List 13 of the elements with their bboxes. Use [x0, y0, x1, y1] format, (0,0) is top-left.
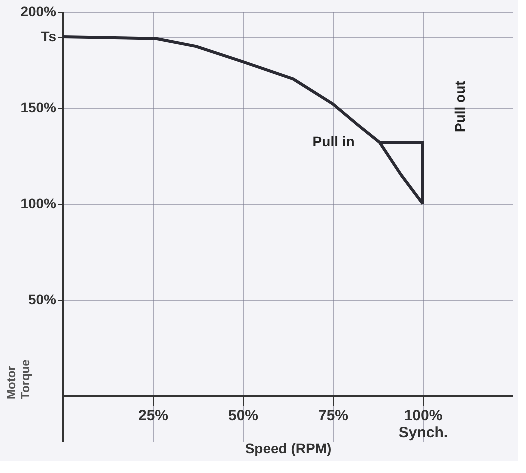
x-tick-label: 25% — [138, 407, 169, 424]
y-tick-label: 150% — [20, 99, 58, 116]
y-tick-label: Ts — [41, 28, 57, 44]
x-axis-title: Speed (RPM) — [245, 440, 332, 456]
y-tick-label: 200% — [20, 4, 58, 20]
y-tick-label: 100% — [20, 195, 58, 212]
y-axis-title: Motor Torque — [4, 359, 32, 400]
x-tick-label: 75% — [318, 407, 349, 424]
annotation: Pull out — [452, 80, 468, 133]
annotation: Pull in — [312, 134, 355, 150]
y-tick-label: 50% — [28, 291, 58, 308]
x-tick-label: 100% Synch. — [398, 407, 448, 442]
x-tick-label: 50% — [228, 407, 259, 424]
